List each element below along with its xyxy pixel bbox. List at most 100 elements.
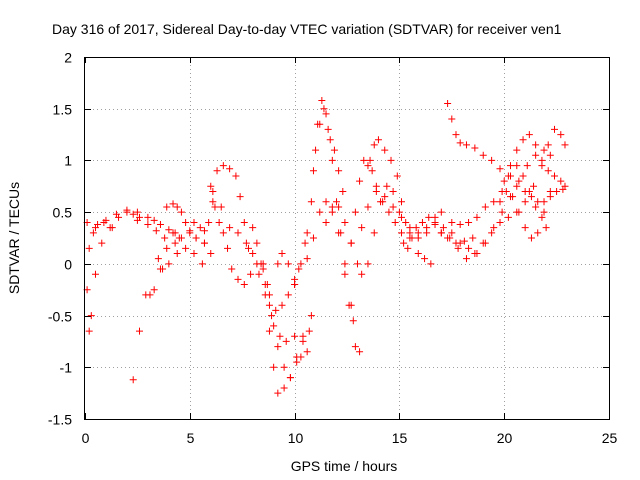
data-point [295, 265, 303, 273]
data-point [366, 156, 374, 164]
data-point [108, 224, 116, 232]
data-point [372, 187, 380, 195]
x-axis-label: GPS time / hours [291, 458, 398, 474]
data-point [129, 376, 137, 384]
data-point [135, 213, 143, 221]
data-point [278, 301, 286, 309]
data-point [224, 244, 232, 252]
series-sat-y [500, 131, 569, 190]
data-point [217, 203, 225, 211]
data-point [320, 105, 328, 113]
x-tick-label: 10 [288, 430, 304, 446]
data-point [534, 198, 542, 206]
data-point [397, 198, 405, 206]
series-sat-m [274, 105, 357, 325]
data-point [280, 363, 288, 371]
data-point [253, 239, 261, 247]
data-point [284, 260, 292, 268]
data-point [335, 167, 343, 175]
y-tick-label: 1.5 [53, 102, 73, 118]
series-sat-l [259, 260, 315, 382]
data-point [389, 203, 397, 211]
data-point [330, 146, 338, 154]
data-point [465, 218, 473, 226]
data-point [85, 244, 93, 252]
series-sat-o [303, 198, 364, 356]
data-point [364, 162, 372, 170]
series-sat-s [358, 187, 445, 242]
data-point [479, 151, 487, 159]
series-sat-c [83, 218, 116, 294]
data-point [530, 182, 538, 190]
x-tick-label: 0 [82, 430, 90, 446]
series-sat-e [135, 213, 183, 242]
data-point [173, 250, 181, 258]
data-point [226, 224, 234, 232]
tick-layer: 0 5 10 15 20 25 -1.5 -1 -0.5 0 0.5 1 1.5 2 [48, 50, 618, 447]
data-point [358, 224, 366, 232]
data-point [144, 213, 152, 221]
data-point [87, 312, 95, 320]
data-point [490, 224, 498, 232]
data-point [209, 187, 217, 195]
data-point [519, 136, 527, 144]
data-point [553, 187, 561, 195]
data-point [274, 260, 282, 268]
data-point [471, 250, 479, 258]
data-point [381, 146, 389, 154]
data-point [274, 389, 282, 397]
data-point [448, 115, 456, 123]
data-point [209, 198, 217, 206]
data-point [383, 182, 391, 190]
data-point [542, 224, 550, 232]
data-point [301, 239, 309, 247]
data-point [322, 218, 330, 226]
data-point [488, 156, 496, 164]
data-point [341, 260, 349, 268]
data-point [540, 208, 548, 216]
data-point [341, 270, 349, 278]
data-point [226, 165, 234, 173]
data-point [448, 218, 456, 226]
data-point [546, 151, 554, 159]
data-point [165, 226, 173, 234]
data-point [190, 218, 198, 226]
data-point [502, 187, 510, 195]
data-point [513, 182, 521, 190]
data-point [265, 301, 273, 309]
data-point [309, 167, 317, 175]
data-point [215, 218, 223, 226]
data-point [276, 332, 284, 340]
data-point [456, 221, 464, 229]
series-sat-p [322, 182, 403, 278]
data-point [335, 229, 343, 237]
data-point [200, 239, 208, 247]
data-point [551, 125, 559, 133]
data-point [98, 239, 106, 247]
data-point [144, 221, 152, 229]
series-sat-k [249, 224, 311, 397]
series-sat-j [209, 198, 313, 345]
data-point [406, 234, 414, 242]
y-tick-label: 0.5 [53, 205, 73, 221]
data-point [452, 131, 460, 139]
x-tick-label: 15 [392, 430, 408, 446]
x-tick-label: 25 [602, 430, 618, 446]
data-point [156, 221, 164, 229]
data-point [532, 151, 540, 159]
data-point [236, 193, 244, 201]
data-point [182, 218, 190, 226]
data-point [307, 198, 315, 206]
data-point [534, 229, 542, 237]
data-point [412, 224, 420, 232]
data-point [557, 131, 565, 139]
data-point [544, 167, 552, 175]
data-point [385, 208, 393, 216]
data-point [272, 306, 280, 314]
data-point [242, 239, 250, 247]
data-point [490, 198, 498, 206]
data-point [527, 234, 535, 242]
data-point [400, 239, 408, 247]
data-point [280, 384, 288, 392]
data-point [94, 221, 102, 229]
